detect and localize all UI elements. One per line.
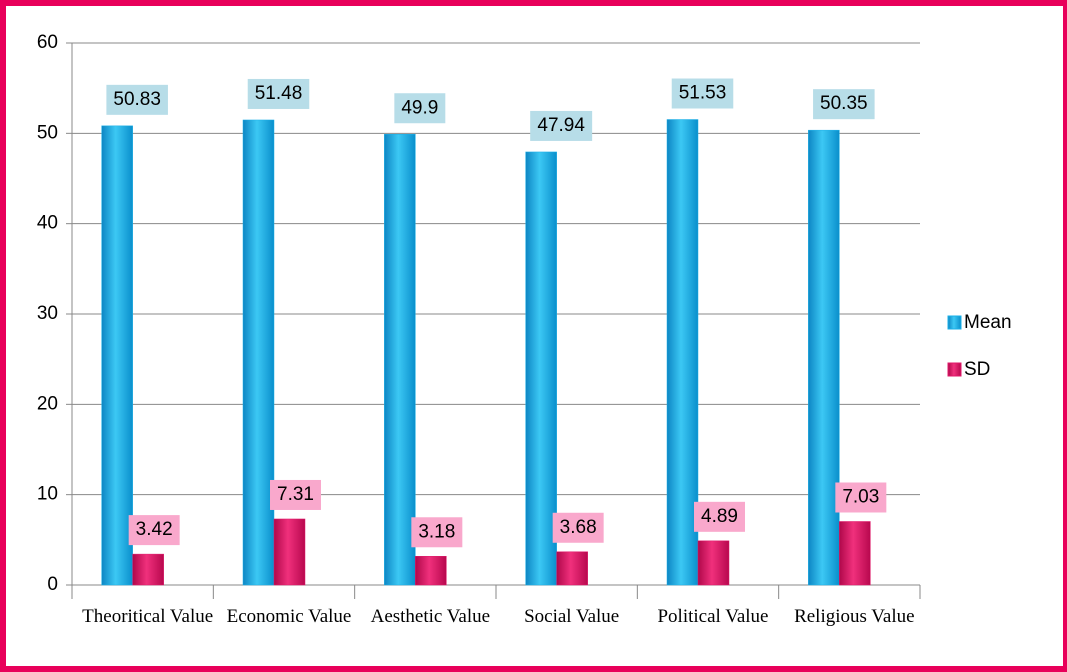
value-label-bg [835, 482, 887, 513]
bar [132, 553, 164, 586]
y-tick-label: 20 [37, 393, 58, 414]
bar [666, 119, 699, 586]
legend-label: SD [964, 359, 990, 380]
value-label-text: 50.83 [113, 89, 161, 110]
bar [525, 151, 557, 586]
value-label: 50.83 [106, 84, 168, 115]
x-tick-label: Religious Value [794, 606, 915, 627]
value-label-text: 50.35 [820, 93, 868, 114]
value-label-text: 49.9 [401, 97, 438, 118]
value-label-bg [694, 501, 745, 532]
value-label: 7.31 [270, 479, 321, 510]
x-tick-label: Economic Value [226, 606, 352, 627]
bar [242, 119, 275, 586]
legend-swatch [947, 315, 962, 330]
x-tick-label: Theoritical Value [82, 606, 214, 627]
value-label: 7.03 [835, 482, 887, 513]
value-label-text: 7.03 [842, 487, 879, 508]
value-label: 49.9 [394, 93, 446, 124]
y-tick-label: 0 [47, 574, 58, 595]
bar [273, 518, 306, 586]
value-label: 51.48 [247, 78, 310, 109]
value-label-bg [247, 78, 310, 109]
value-label-text: 3.68 [560, 517, 597, 538]
value-label: 3.18 [411, 517, 463, 548]
value-label: 47.94 [530, 110, 593, 141]
value-label-bg [394, 93, 446, 124]
bar [384, 133, 416, 586]
bar [697, 540, 730, 586]
value-label-text: 51.48 [255, 83, 303, 104]
bar [101, 125, 133, 586]
x-tick-label: Aesthetic Value [370, 606, 491, 627]
y-tick-label: 50 [37, 122, 58, 143]
y-tick-label: 10 [37, 484, 58, 505]
legend-swatch [947, 362, 962, 377]
value-label-bg [106, 84, 168, 115]
value-label-text: 51.53 [679, 83, 727, 104]
value-label-bg [530, 110, 593, 141]
bar [839, 521, 871, 586]
value-label-bg [270, 479, 321, 510]
bar [808, 129, 840, 586]
y-tick-label: 40 [37, 213, 58, 234]
bar [556, 551, 588, 586]
value-label-bg [552, 512, 604, 543]
value-label-text: 47.94 [537, 115, 585, 136]
y-tick-label: 60 [37, 32, 58, 53]
value-label: 3.68 [552, 512, 604, 543]
value-label-text: 4.89 [701, 506, 738, 527]
bar [415, 556, 447, 586]
value-label: 4.89 [694, 501, 745, 532]
value-label: 51.53 [671, 78, 734, 109]
x-tick-label: Social Value [524, 606, 620, 627]
legend-label: Mean [964, 312, 1012, 333]
value-label-text: 7.31 [277, 484, 314, 505]
value-label-text: 3.18 [418, 521, 455, 542]
value-label: 50.35 [813, 89, 875, 120]
value-label-bg [671, 78, 734, 109]
value-label-bg [813, 89, 875, 120]
y-tick-label: 30 [37, 303, 58, 324]
value-label-text: 3.42 [136, 519, 173, 540]
value-label-bg [411, 517, 463, 548]
value-label-bg [128, 515, 180, 546]
value-label: 3.42 [128, 515, 180, 546]
x-tick-label: Political Value [657, 606, 769, 627]
